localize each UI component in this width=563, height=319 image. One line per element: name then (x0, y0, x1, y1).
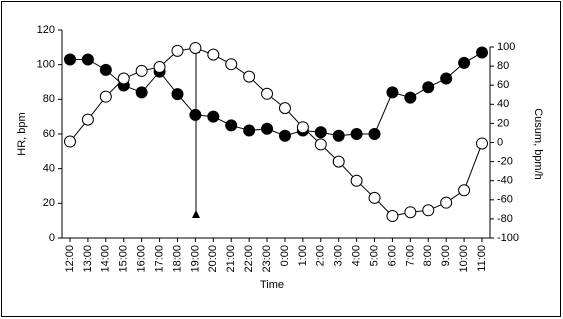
marker (99, 90, 112, 103)
arrow-head (192, 210, 200, 218)
marker (422, 81, 435, 94)
marker (225, 119, 238, 132)
marker (296, 121, 309, 134)
x-tick-label: 6:00 (386, 245, 398, 266)
x-tick-label: 13:00 (82, 245, 94, 273)
annotation-arrow (192, 45, 200, 218)
marker (386, 210, 399, 223)
x-tick-label: 19:00 (189, 245, 201, 273)
y2-axis-label: Cusum, bpm/h (532, 108, 544, 180)
marker (386, 86, 399, 99)
x-tick-label: 11:00 (476, 245, 488, 272)
x-tick-label: 21:00 (225, 245, 237, 273)
x-tick-label: 2:00 (315, 245, 327, 266)
y-tick-label: 20 (43, 197, 55, 209)
marker (422, 204, 435, 217)
marker (278, 102, 291, 115)
marker (171, 88, 184, 101)
y-axis-label: HR, bpm (16, 112, 28, 155)
marker (332, 155, 345, 168)
x-tick-label: 15:00 (118, 245, 130, 273)
marker (314, 138, 327, 151)
x-tick-label: 4:00 (351, 245, 363, 266)
x-tick-label: 10:00 (458, 245, 470, 273)
marker (117, 72, 130, 85)
marker (135, 86, 148, 99)
x-axis-label: Time (260, 279, 284, 291)
marker (476, 137, 488, 150)
x-tick-label: 12:00 (64, 245, 76, 273)
y2-tick-label: -40 (497, 175, 513, 187)
marker (189, 108, 202, 121)
marker (99, 63, 112, 76)
x-tick-label: 5:00 (368, 245, 380, 266)
marker (225, 58, 238, 71)
x-tick-label: 17:00 (153, 245, 165, 273)
marker (81, 113, 94, 126)
marker (64, 135, 76, 148)
x-tick-label: 23:00 (261, 245, 273, 273)
y-tick-label: 80 (43, 93, 55, 105)
x-tick-label: 20:00 (207, 245, 219, 273)
marker (332, 129, 345, 142)
marker (153, 61, 166, 74)
marker (458, 184, 471, 197)
x-tick-label: 1:00 (297, 245, 309, 266)
marker (440, 196, 453, 209)
y2-tick-label: -60 (497, 194, 513, 206)
x-tick-label: 18:00 (171, 245, 183, 273)
marker (404, 91, 417, 104)
marker (135, 64, 148, 77)
marker (64, 53, 76, 66)
y2-tick-label: 40 (497, 98, 509, 110)
marker (207, 110, 220, 123)
y-tick-label: 120 (37, 24, 55, 36)
x-tick-label: 7:00 (404, 245, 416, 266)
marker (278, 129, 291, 142)
marker (171, 44, 184, 57)
marker (368, 128, 381, 140)
marker (261, 87, 274, 100)
y-tick-label: 60 (43, 128, 55, 140)
marker (404, 206, 417, 219)
y-tick-label: 0 (49, 232, 55, 244)
marker (350, 128, 363, 140)
y2-tick-label: 0 (497, 136, 503, 148)
x-tick-label: 16:00 (136, 245, 148, 273)
y2-tick-label: 60 (497, 79, 509, 91)
x-tick-label: 14:00 (100, 245, 112, 273)
y2-tick-label: 80 (497, 60, 509, 72)
x-tick-label: 9:00 (440, 245, 452, 266)
y2-tick-label: -100 (497, 232, 519, 244)
series-line (70, 52, 483, 137)
marker (81, 53, 94, 66)
marker (207, 48, 220, 61)
y2-tick-label: 20 (497, 117, 509, 129)
marker (243, 124, 256, 137)
y2-tick-label: 100 (497, 41, 515, 53)
marker (350, 174, 363, 187)
marker (476, 46, 488, 59)
x-tick-label: 0:00 (279, 245, 291, 266)
y2-tick-label: -80 (497, 213, 513, 225)
marker (261, 122, 274, 135)
y-tick-label: 40 (43, 163, 55, 175)
marker (243, 70, 256, 83)
marker (189, 41, 202, 54)
x-tick-label: 22:00 (243, 245, 255, 273)
x-tick-label: 8:00 (422, 245, 434, 266)
marker (458, 56, 471, 69)
marker (368, 191, 381, 204)
x-tick-label: 3:00 (333, 245, 345, 266)
y2-tick-label: -20 (497, 156, 513, 168)
y-tick-label: 100 (37, 59, 55, 71)
marker (440, 72, 453, 85)
marker (314, 126, 327, 139)
